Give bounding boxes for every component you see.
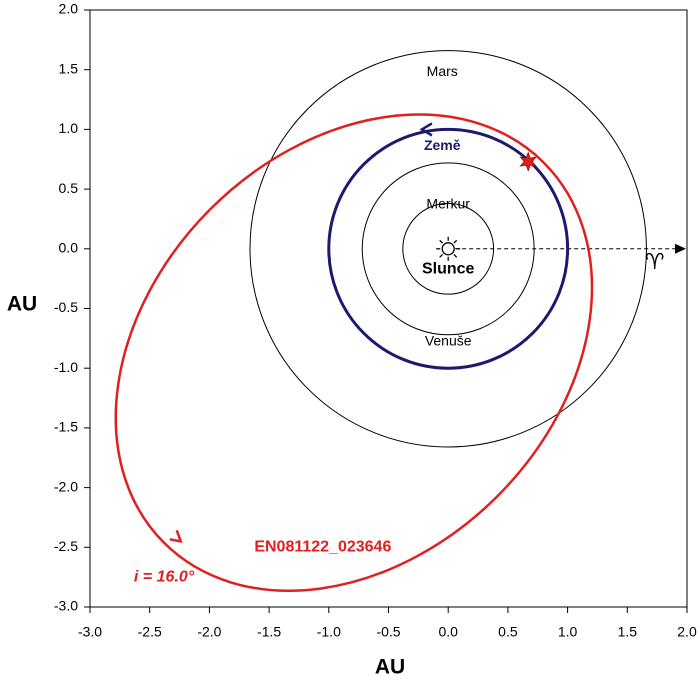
x-tick-label: -1.5 — [257, 624, 281, 640]
y-tick-label: 1.5 — [59, 60, 79, 76]
sun-label: Slunce — [422, 260, 475, 277]
planet-label: Merkur — [426, 195, 470, 211]
y-tick-label: -2.5 — [54, 538, 78, 554]
x-tick-label: 2.0 — [677, 624, 697, 640]
x-tick-label: -0.5 — [376, 624, 400, 640]
meteoroid-direction-arrow — [169, 529, 183, 543]
inclination-label: i = 16.0° — [134, 568, 195, 585]
x-tick-label: -2.5 — [138, 624, 162, 640]
equinox-arrow — [675, 243, 686, 254]
sun-ray — [453, 253, 458, 258]
y-tick-label: 1.0 — [59, 120, 79, 136]
planet-orbit — [249, 50, 647, 448]
x-tick-label: -3.0 — [78, 624, 102, 640]
sun-symbol — [441, 242, 455, 256]
x-tick-label: -1.0 — [317, 624, 341, 640]
x-tick-label: -2.0 — [197, 624, 221, 640]
planet-orbit — [327, 127, 570, 370]
equinox-label: ♈ — [645, 249, 665, 274]
planet-label: Země — [424, 137, 461, 153]
y-tick-label: -1.0 — [54, 359, 78, 375]
x-tick-label: 0.5 — [498, 624, 518, 640]
plot-frame — [89, 9, 688, 608]
planet-orbit — [402, 202, 495, 295]
sun-ray — [439, 239, 444, 244]
y-tick-label: -3.0 — [54, 598, 78, 614]
planet-label: Venuše — [425, 333, 472, 349]
y-tick-label: -1.5 — [54, 419, 78, 435]
planet-label: Mars — [427, 63, 458, 79]
y-axis-title: AU — [7, 293, 37, 316]
impact-point — [519, 151, 538, 172]
y-tick-label: 2.0 — [59, 1, 79, 17]
y-tick-label: 0.5 — [59, 180, 79, 196]
y-tick-label: -0.5 — [54, 299, 78, 315]
meteoroid-orbit — [114, 113, 594, 593]
x-axis-title: AU — [375, 656, 405, 679]
sun-ray — [439, 253, 444, 258]
meteoroid-label: EN081122_023646 — [254, 539, 391, 556]
y-tick-label: -2.0 — [54, 478, 78, 494]
x-tick-label: 1.0 — [558, 624, 578, 640]
sun-ray — [453, 239, 458, 244]
planet-orbit — [361, 162, 535, 336]
x-tick-label: 1.5 — [618, 624, 638, 640]
earth-direction-arrow — [419, 122, 433, 137]
y-tick-label: 0.0 — [59, 240, 79, 256]
x-tick-label: 0.0 — [438, 624, 458, 640]
